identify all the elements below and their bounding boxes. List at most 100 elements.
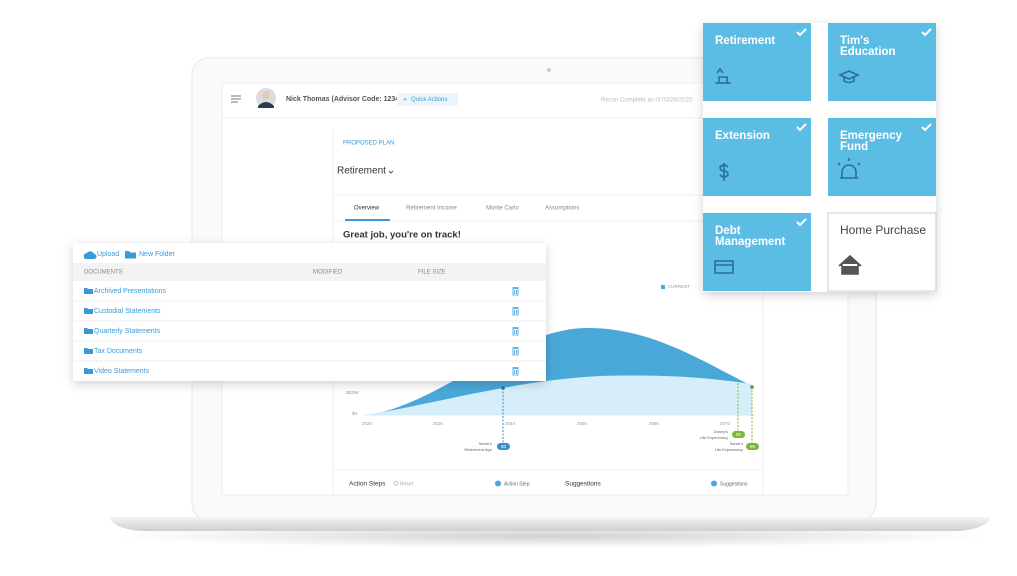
goal-title: Education	[840, 46, 896, 58]
delete-icon	[512, 347, 519, 356]
dropdown-caret	[388, 170, 394, 174]
x-label: 2030	[433, 421, 444, 426]
marker-label: Danny's	[714, 429, 728, 434]
delete-icon	[512, 307, 519, 316]
marker-badge-value: 92	[736, 432, 742, 437]
marker-badge-value: 95	[750, 444, 756, 449]
tab[interactable]: Monte Carlo	[486, 206, 519, 212]
folder-icon	[84, 288, 93, 294]
marker-label: Life Expectancy	[700, 435, 728, 440]
folder-name: Video Statements	[94, 368, 150, 375]
plan-panel: PROPOSED PLAN Retirement Overview Retire…	[332, 130, 764, 495]
tile-bg	[703, 213, 811, 291]
new-folder-button[interactable]: New Folder	[139, 251, 175, 258]
add-suggestion-button[interactable]: Suggestions	[720, 481, 748, 487]
goal-title: Fund	[840, 141, 868, 153]
goal-title: Management	[715, 236, 785, 248]
folder-name: Quarterly Statements	[94, 328, 161, 335]
section-title: Suggestions	[565, 481, 602, 488]
y-label: $0	[352, 411, 358, 416]
x-label: 2020	[362, 421, 373, 426]
marker-badge	[732, 431, 745, 438]
document-row[interactable]: Custodial Statements	[73, 307, 546, 322]
goal-title: Extension	[715, 130, 770, 142]
x-label: 2070	[720, 421, 731, 426]
column-header: DOCUMENTS	[84, 270, 123, 276]
advisor-name: Nick Thomas (Advisor Code: 12345)	[286, 96, 405, 103]
folder-name: Tax Documents	[94, 348, 143, 355]
new-folder-icon	[125, 251, 136, 259]
delete-icon	[512, 327, 519, 336]
x-label: 2050	[577, 421, 588, 426]
goal-tile[interactable]: Extension	[703, 118, 811, 196]
document-row[interactable]: Quarterly Statements	[73, 327, 546, 342]
tab[interactable]: Retirement Income	[406, 206, 457, 212]
check-icon	[796, 28, 807, 37]
goal-tile[interactable]: Retirement	[703, 23, 811, 101]
folder-name: Archived Presentations	[94, 288, 166, 295]
folder-icon	[84, 368, 93, 374]
documents-panel: Upload New Folder DOCUMENTS MODIFIED FIL…	[73, 243, 546, 381]
check-icon	[796, 123, 807, 132]
goal-tile[interactable]: Home Purchase	[827, 212, 937, 292]
document-row[interactable]: Video Statements	[84, 367, 519, 376]
goal-title: Tim's	[840, 35, 869, 47]
goal-icon	[838, 254, 862, 275]
quick-actions-label: Quick Actions	[411, 97, 447, 103]
reset-button[interactable]: Reset	[400, 481, 414, 487]
legend-label: CURRENT	[668, 284, 690, 289]
table-header	[73, 263, 546, 281]
x-label: 2040	[505, 421, 516, 426]
tile-bg	[703, 118, 811, 196]
marker-label: Life Expectancy	[715, 447, 743, 452]
folder-name: Custodial Statements	[94, 308, 161, 315]
x-label: 2060	[649, 421, 660, 426]
add-icon	[711, 480, 717, 487]
tab[interactable]: Overview	[354, 206, 380, 212]
marker-badge-value: 60	[501, 444, 507, 449]
avatar-face	[262, 91, 270, 99]
area-current	[367, 375, 752, 415]
upload-button[interactable]: Upload	[97, 251, 119, 258]
folder-icon	[84, 328, 93, 334]
column-header: MODIFIED	[313, 270, 343, 276]
y-label: $625K	[346, 390, 359, 395]
goal-icon	[715, 67, 731, 84]
tile-bg	[828, 23, 936, 101]
document-rows: Archived Presentations Custodial Statemen…	[73, 287, 546, 376]
camera	[547, 68, 551, 72]
delete-icon	[512, 367, 519, 376]
recon-status: Recon Complete as of 03/26/2020	[601, 98, 693, 104]
goal-title: Emergency	[840, 130, 903, 142]
column-header: FILE SIZE	[418, 270, 446, 276]
tab[interactable]: Assumptions	[545, 206, 579, 212]
check-icon	[796, 218, 807, 227]
goal-title: Home Purchase	[840, 223, 926, 237]
goal-icon	[719, 163, 729, 181]
plan-name[interactable]: Retirement	[337, 166, 386, 177]
menu-button[interactable]	[231, 95, 241, 103]
document-row[interactable]: Archived Presentations	[73, 287, 546, 302]
legend-swatch	[661, 285, 665, 289]
reset-icon	[393, 481, 399, 486]
avatar-body	[258, 102, 274, 108]
folder-icon	[84, 308, 93, 314]
marker-badge	[746, 443, 759, 450]
goal-title: Debt	[715, 225, 741, 237]
tile-bg	[703, 23, 811, 101]
section-title: Action Steps	[349, 481, 386, 488]
tile-bg	[827, 212, 937, 292]
tile-bg	[828, 118, 936, 196]
add-action-button[interactable]: Action Step	[504, 481, 530, 487]
document-row[interactable]: Tax Documents	[73, 347, 546, 362]
delete-icon	[512, 287, 519, 296]
plan-label: PROPOSED PLAN	[343, 141, 394, 147]
goal-icon	[837, 158, 861, 179]
quick-actions-button[interactable]	[397, 93, 458, 106]
